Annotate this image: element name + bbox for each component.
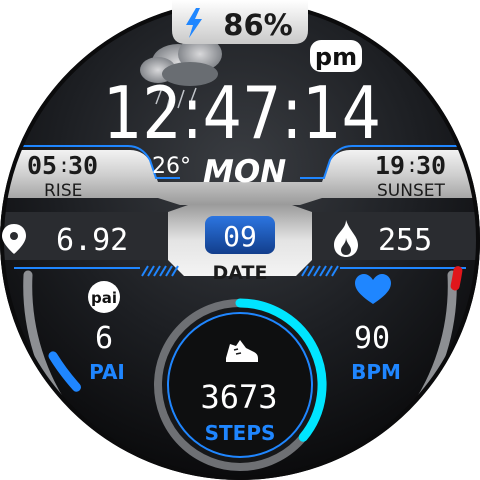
- weekday: MON: [203, 154, 286, 190]
- sunset-separator: :: [406, 153, 418, 177]
- sunrise-separator: :: [58, 153, 70, 177]
- temperature: 26°: [152, 154, 191, 179]
- stripe-decoration-left: [14, 265, 179, 277]
- battery-pill: [172, 0, 308, 44]
- trim-line-left: [22, 145, 180, 179]
- date-day: 09: [223, 220, 257, 253]
- battery-percent: 86%: [223, 8, 292, 42]
- sunrise-label: RISE: [44, 181, 82, 201]
- time-display: 12:47:14: [103, 71, 381, 155]
- sunrise-hour: 05: [27, 151, 57, 180]
- date-label: DATE: [213, 262, 268, 284]
- calories-value: 255: [378, 223, 432, 258]
- flame-icon: [334, 220, 358, 257]
- heart-gauge-fill: [450, 266, 463, 291]
- pai-badge: [88, 281, 120, 313]
- pai-value: 6: [95, 321, 113, 356]
- steps-progress-fill: [235, 298, 327, 442]
- sunset-minute: 30: [416, 151, 446, 180]
- location-pin-icon: [2, 224, 26, 254]
- sunset-label: SUNSET: [377, 181, 445, 201]
- steps-dial-inner-ring: [167, 312, 313, 458]
- sunset-hour: 19: [375, 151, 405, 180]
- heart-rate-value: 90: [354, 321, 390, 356]
- ampm-badge: [310, 40, 362, 72]
- pai-gauge-fill: [48, 351, 81, 392]
- pai-badge-text: pai: [91, 289, 117, 307]
- distance-value: 6.92: [56, 223, 128, 258]
- pai-label: PAI: [89, 360, 125, 384]
- trim-line-right: [300, 145, 458, 179]
- stripe-decoration-right: [301, 265, 466, 277]
- steps-label: STEPS: [205, 421, 276, 445]
- sneaker-icon: [226, 340, 258, 362]
- heart-icon: [355, 274, 391, 304]
- date-chip: [205, 216, 275, 254]
- sunrise-minute: 30: [68, 151, 98, 180]
- weather-cloud-icon: [140, 37, 222, 113]
- heart-rate-label: BPM: [351, 360, 401, 384]
- ampm-label: pm: [315, 43, 357, 71]
- steps-value: 3673: [200, 378, 277, 416]
- silver-band: [0, 150, 480, 205]
- lightning-bolt-icon: [186, 8, 202, 38]
